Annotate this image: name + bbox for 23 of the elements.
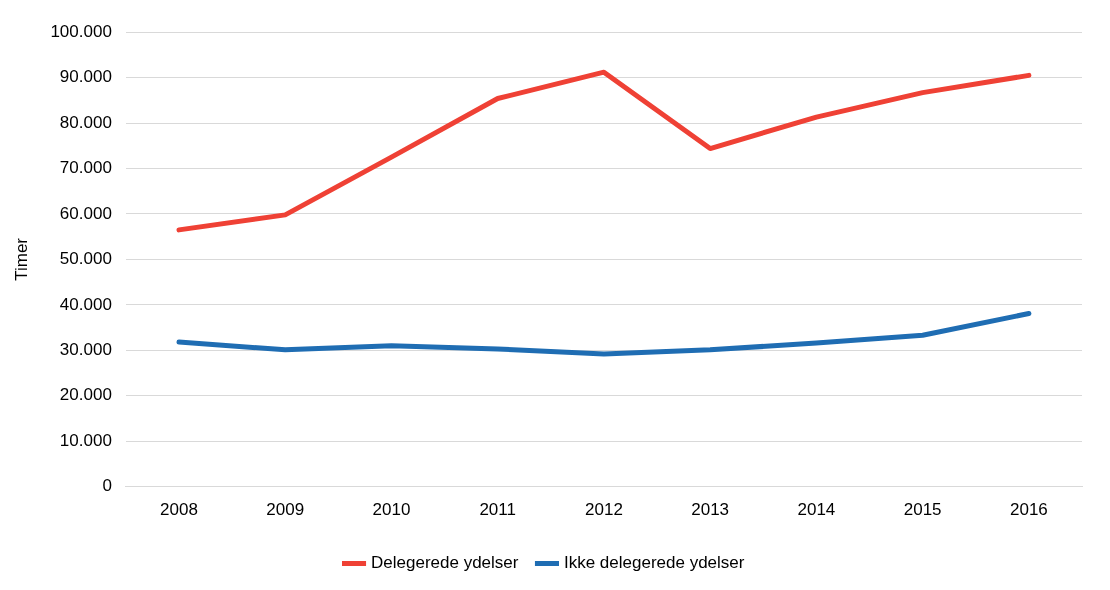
y-tick-label: 100.000: [50, 21, 112, 41]
y-tick-label: 10.000: [59, 430, 112, 450]
legend-label: Ikke delegerede ydelser: [563, 553, 745, 573]
y-tick-label: 90.000: [59, 67, 112, 87]
x-tick-label: 2016: [1009, 500, 1048, 520]
x-tick-label: 2015: [903, 500, 942, 520]
x-tick-label: 2014: [797, 500, 836, 520]
y-tick-label: 30.000: [59, 339, 112, 359]
x-tick-label: 2013: [691, 500, 730, 520]
x-tick-label: 2009: [266, 500, 305, 520]
y-tick-label: 50.000: [59, 249, 112, 269]
y-tick-label: 20.000: [59, 385, 112, 405]
x-tick-label: 2012: [585, 500, 623, 520]
y-tick-label: 60.000: [59, 203, 112, 223]
y-tick-label: 0: [102, 476, 112, 496]
y-tick-label: 40.000: [59, 294, 112, 314]
y-tick-label: 80.000: [59, 112, 112, 132]
y-tick-label: 70.000: [59, 158, 112, 178]
legend-label: Delegerede ydelser: [371, 553, 519, 573]
x-tick-label: 2008: [160, 500, 198, 520]
x-tick-label: 2010: [372, 500, 411, 520]
y-axis-title: Timer: [11, 237, 31, 281]
x-tick-label: 2011: [479, 500, 516, 520]
